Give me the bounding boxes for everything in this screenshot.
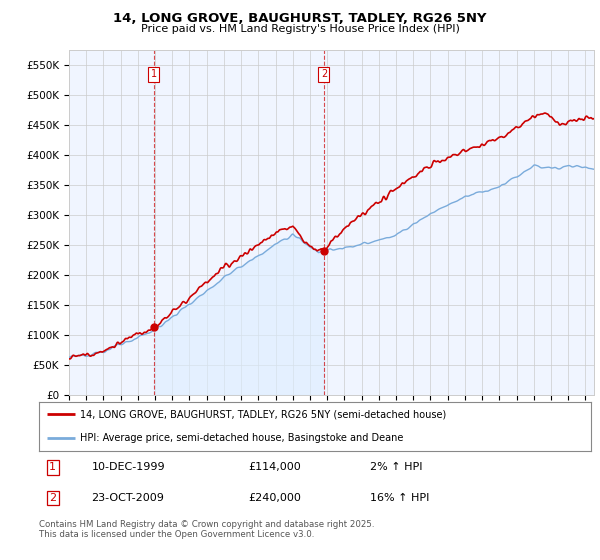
Text: 14, LONG GROVE, BAUGHURST, TADLEY, RG26 5NY: 14, LONG GROVE, BAUGHURST, TADLEY, RG26 … bbox=[113, 12, 487, 25]
Text: £240,000: £240,000 bbox=[249, 493, 302, 503]
Text: 10-DEC-1999: 10-DEC-1999 bbox=[91, 462, 165, 472]
Text: 14, LONG GROVE, BAUGHURST, TADLEY, RG26 5NY (semi-detached house): 14, LONG GROVE, BAUGHURST, TADLEY, RG26 … bbox=[80, 409, 446, 419]
Text: 2% ↑ HPI: 2% ↑ HPI bbox=[370, 462, 423, 472]
Text: 16% ↑ HPI: 16% ↑ HPI bbox=[370, 493, 430, 503]
Text: 23-OCT-2009: 23-OCT-2009 bbox=[91, 493, 164, 503]
Text: 1: 1 bbox=[151, 69, 157, 80]
Text: Contains HM Land Registry data © Crown copyright and database right 2025.
This d: Contains HM Land Registry data © Crown c… bbox=[39, 520, 374, 539]
Text: 1: 1 bbox=[49, 462, 56, 472]
Text: HPI: Average price, semi-detached house, Basingstoke and Deane: HPI: Average price, semi-detached house,… bbox=[80, 433, 404, 443]
Text: £114,000: £114,000 bbox=[249, 462, 302, 472]
Text: 2: 2 bbox=[49, 493, 56, 503]
Text: 2: 2 bbox=[321, 69, 327, 80]
Text: Price paid vs. HM Land Registry's House Price Index (HPI): Price paid vs. HM Land Registry's House … bbox=[140, 24, 460, 34]
